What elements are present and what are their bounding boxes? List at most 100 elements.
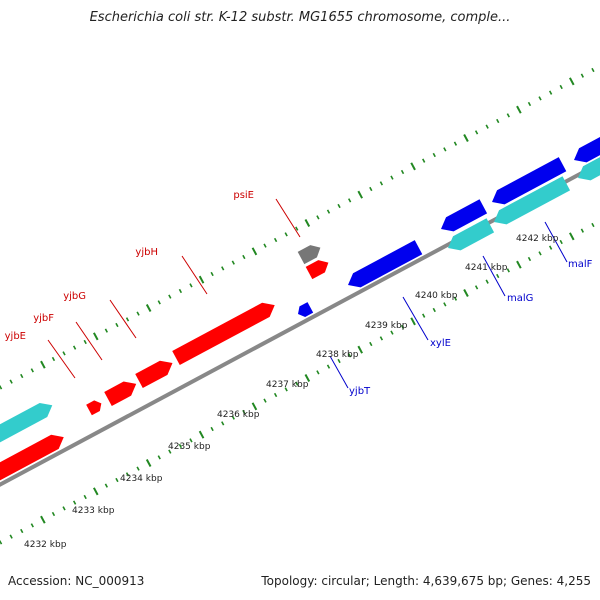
tick-mark (136, 311, 140, 316)
gene-features[interactable] (0, 134, 600, 489)
gene-arrow-reverse[interactable] (348, 240, 423, 288)
tick-mark (369, 186, 373, 192)
cds-arrow[interactable] (494, 176, 571, 225)
gene-label-yjbT[interactable]: yjbT (349, 386, 371, 397)
gene-arrow-reverse[interactable] (298, 302, 314, 317)
gene-label-yjbF[interactable]: yjbF (33, 313, 54, 324)
tick-mark (273, 237, 278, 243)
gene-arrow-forward[interactable] (0, 434, 64, 489)
gene-label-yjbE[interactable]: yjbE (5, 331, 26, 342)
gene-label-yjbG[interactable]: yjbG (63, 291, 86, 302)
tick-marks (0, 67, 595, 545)
tick-mark (178, 443, 183, 449)
tick-mark (198, 275, 205, 284)
tick-mark (168, 449, 172, 454)
tick-mark (463, 134, 469, 143)
tick-mark (210, 426, 214, 432)
gene-arrow-reverse[interactable] (574, 134, 600, 163)
tick-mark (390, 330, 394, 335)
tick-mark (538, 96, 542, 101)
callout-line (544, 221, 568, 263)
gene-label-malG[interactable]: malG (507, 293, 533, 304)
scale-label: 4241 kbp (465, 263, 508, 273)
tick-mark (422, 158, 426, 163)
accession-text: Accession: NC_000913 (8, 574, 145, 588)
tick-mark (474, 130, 479, 135)
tick-mark (145, 304, 152, 313)
gene-arrow-forward[interactable] (104, 381, 137, 407)
scale-label: 4238 kbp (316, 350, 359, 360)
tick-mark (9, 534, 13, 539)
gene-arrow-reverse[interactable] (492, 157, 567, 205)
tick-mark (30, 368, 34, 373)
tick-mark (168, 294, 172, 299)
callout-line (329, 355, 349, 389)
tick-mark (410, 162, 416, 171)
tick-mark (347, 353, 352, 358)
tick-mark (145, 459, 152, 468)
tick-mark (337, 358, 341, 364)
tick-mark (400, 169, 405, 175)
tick-mark (20, 373, 24, 379)
tick-mark (357, 345, 363, 354)
tick-mark (295, 226, 299, 231)
genome-summary-text: Topology: circular; Length: 4,639,675 bp… (261, 574, 591, 588)
cds-arrow[interactable] (0, 402, 53, 451)
tick-mark (410, 317, 416, 326)
gene-label-yjbH[interactable]: yjbH (135, 247, 158, 258)
map-title: Escherichia coli str. K-12 substr. MG165… (89, 10, 511, 25)
tick-mark (62, 506, 66, 511)
callout-line (402, 296, 429, 341)
tick-mark (0, 385, 3, 390)
cds-arrow[interactable] (578, 152, 600, 181)
tick-mark (422, 313, 426, 318)
scale-label: 4234 kbp (120, 474, 163, 484)
tick-mark (326, 364, 331, 369)
gene-arrow-forward[interactable] (305, 260, 329, 280)
tick-mark (189, 283, 193, 288)
tick-mark (443, 302, 447, 307)
callout-line (47, 339, 76, 379)
tick-mark (432, 307, 436, 313)
tick-mark (357, 190, 363, 199)
gene-arrow-forward[interactable] (172, 302, 275, 366)
tick-mark (453, 141, 458, 146)
gene-callouts: yjbE yjbF yjbG yjbH psiE yjbT xylE malG malF (5, 190, 593, 397)
tick-mark (538, 251, 542, 256)
callout-line (75, 321, 103, 361)
tick-mark (580, 228, 585, 233)
tick-mark (157, 300, 161, 305)
tick-mark (284, 232, 288, 237)
tick-mark (516, 105, 522, 114)
tick-mark (337, 203, 341, 209)
feature-arrow-other[interactable] (297, 245, 321, 265)
tick-mark (251, 402, 258, 411)
tick-mark (51, 356, 56, 362)
tick-mark (242, 409, 246, 415)
gene-label-malF[interactable]: malF (568, 259, 593, 270)
tick-mark (221, 266, 225, 271)
cds-arrow[interactable] (448, 218, 495, 251)
tick-mark (316, 370, 320, 375)
tick-mark (198, 430, 205, 439)
tick-mark (263, 243, 267, 248)
tick-mark (284, 387, 288, 392)
tick-mark (379, 181, 384, 186)
tick-mark (569, 232, 575, 241)
gene-label-xylE[interactable]: xylE (430, 338, 451, 349)
gene-arrow-reverse[interactable] (441, 199, 488, 232)
tick-mark (93, 487, 99, 496)
tick-mark (83, 339, 87, 345)
tick-mark (157, 455, 161, 460)
tick-mark (443, 147, 447, 152)
tick-mark (304, 219, 311, 228)
tick-mark (30, 523, 34, 528)
tick-mark (251, 247, 258, 256)
tick-mark (189, 438, 193, 443)
gene-arrow-forward[interactable] (135, 360, 173, 389)
scale-label: 4235 kbp (168, 442, 211, 452)
gene-arrow-forward[interactable] (86, 400, 102, 416)
tick-mark (527, 101, 532, 107)
gene-label-psiE[interactable]: psiE (233, 190, 254, 201)
